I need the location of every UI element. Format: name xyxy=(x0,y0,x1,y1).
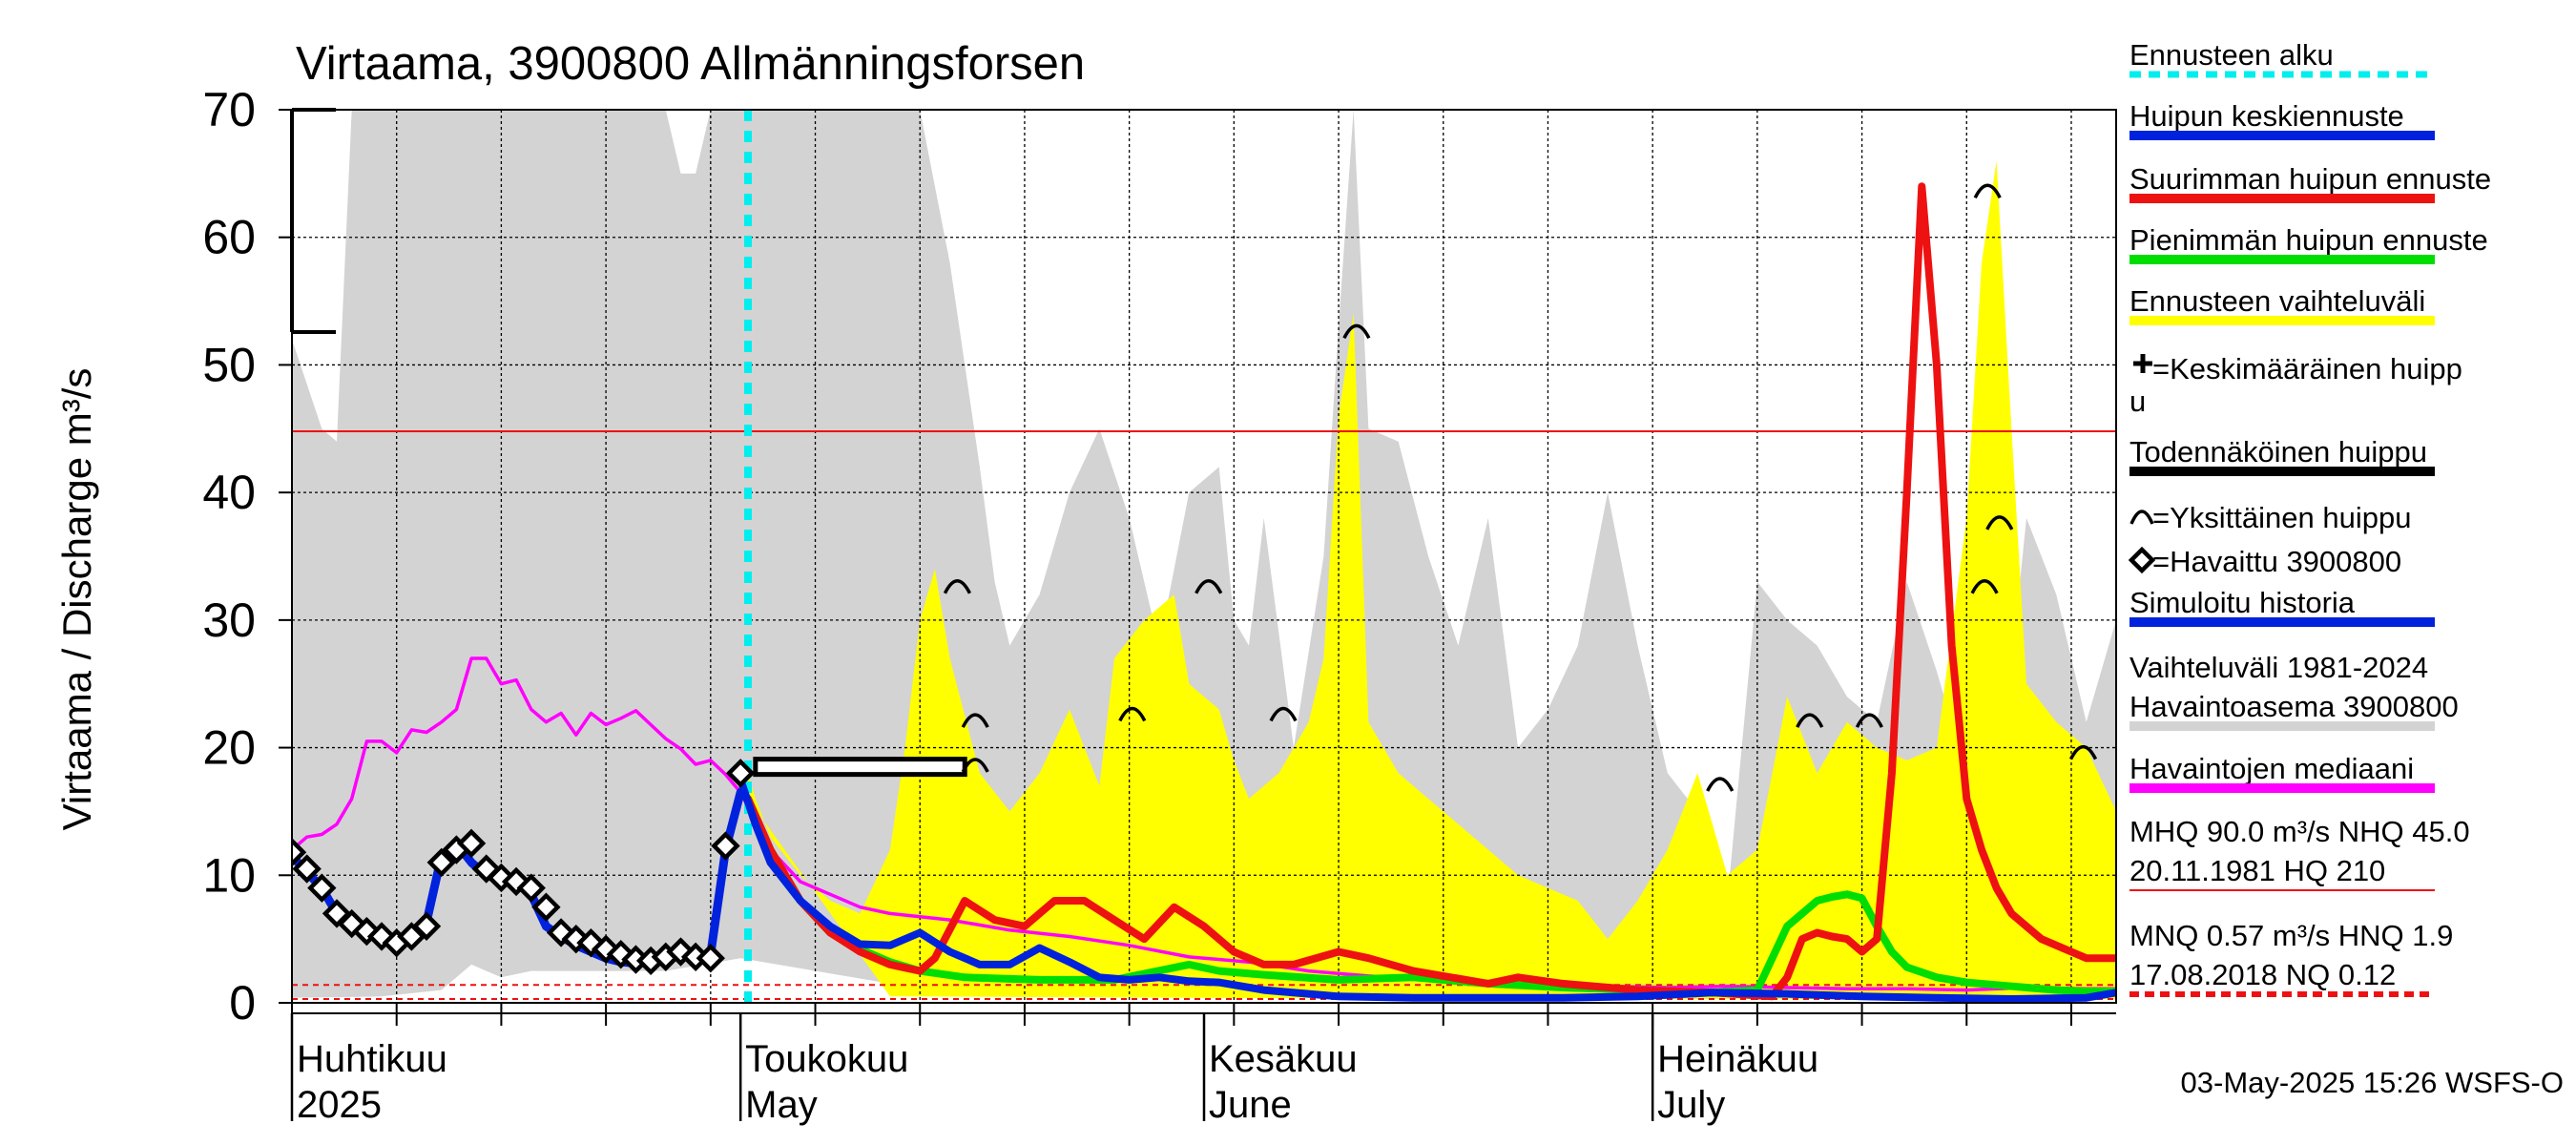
observed-marker xyxy=(456,828,487,859)
legend-item: =Havaittu 3900800 xyxy=(2128,545,2401,578)
observed-marker xyxy=(711,831,740,861)
legend-diamond-icon xyxy=(2128,546,2156,574)
legend-label: =Yksittäinen huippu xyxy=(2152,501,2411,534)
month-label: Toukokuu xyxy=(745,1038,908,1080)
legend-label: Pienimmän huipun ennuste xyxy=(2129,223,2488,257)
legend-label-2: u xyxy=(2129,385,2146,418)
legend: Ennusteen alku Huipun keskiennuste Suurimm… xyxy=(2128,38,2491,997)
probable-peak-bar xyxy=(753,757,967,778)
plot-frame xyxy=(291,109,2117,1004)
observed-marker xyxy=(307,873,337,903)
observed-marker xyxy=(725,759,756,788)
y-tick-label: 60 xyxy=(202,211,256,264)
single-peak-marker xyxy=(943,579,971,594)
single-peak-marker xyxy=(1973,183,2002,199)
legend-item: =Yksittäinen huippu xyxy=(2129,501,2411,534)
y-tick-label: 30 xyxy=(202,593,256,647)
single-peak-marker xyxy=(1195,579,1223,594)
legend-item: MHQ 90.0 m³/s NHQ 45.0 20.11.1981 HQ 210 xyxy=(2129,815,2470,891)
legend-item: Huipun keskiennuste xyxy=(2129,99,2435,140)
legend-label: Ennusteen vaihteluväli xyxy=(2129,284,2425,318)
legend-label: Ennusteen alku xyxy=(2129,38,2334,72)
single-peak-marker xyxy=(1706,777,1735,792)
chart-title: Virtaama, 3900800 Allmänningsforsen xyxy=(296,38,1085,90)
series-lines xyxy=(292,110,2116,1003)
y-tick-label: 70 xyxy=(202,83,256,136)
month-label: Heinäkuu xyxy=(1657,1038,1818,1080)
single-peak-marker xyxy=(1970,579,1999,594)
month-sublabel: June xyxy=(1209,1084,1292,1126)
footer-timestamp: 03-May-2025 15:26 WSFS-O xyxy=(2181,1066,2564,1099)
observed-marker xyxy=(531,892,561,922)
legend-item: Pienimmän huipun ennuste xyxy=(2129,223,2488,264)
peak-markers xyxy=(943,183,2098,792)
observed-marker xyxy=(696,944,726,973)
legend-label: MNQ 0.57 m³/s HNQ 1.9 xyxy=(2129,919,2453,952)
single-peak-marker xyxy=(961,758,989,773)
legend-item: Havaintojen mediaani xyxy=(2129,752,2435,793)
legend-item: Simuloitu historia xyxy=(2129,586,2435,627)
y-tick-label: 20 xyxy=(202,721,256,775)
single-peak-marker xyxy=(1118,706,1147,722)
variation-bands xyxy=(292,110,2116,999)
legend-item: Suurimman huipun ennuste xyxy=(2129,162,2491,203)
grid-lines xyxy=(292,110,2116,1003)
single-peak-marker xyxy=(1269,706,1298,722)
legend-item: Todennäköinen huippu xyxy=(2129,435,2435,476)
y-axis-label: Virtaama / Discharge m³/s xyxy=(54,368,99,831)
mean-peak-forecast-line xyxy=(737,776,2116,1003)
legend-label: Huipun keskiennuste xyxy=(2129,99,2404,133)
y-tick-label: 50 xyxy=(202,338,256,391)
legend-label: =Keskimääräinen huipp xyxy=(2152,352,2462,385)
single-peak-marker xyxy=(961,713,989,728)
observed-marker xyxy=(426,847,456,878)
legend-label: Simuloitu historia xyxy=(2129,586,2356,619)
forecast-range-band xyxy=(748,160,2116,999)
observed-marker xyxy=(411,911,442,941)
legend-item: Ennusteen alku xyxy=(2129,38,2435,78)
legend-arc-icon xyxy=(2129,510,2154,525)
legend-item: Vaihteluväli 1981-2024 Havaintoasema 390… xyxy=(2129,651,2459,731)
legend-label: Havaintojen mediaani xyxy=(2129,752,2414,785)
legend-label-2: Havaintoasema 3900800 xyxy=(2129,690,2459,723)
single-peak-marker xyxy=(1985,515,2014,531)
legend-label: Suurimman huipun ennuste xyxy=(2129,162,2491,196)
legend-label: Vaihteluväli 1981-2024 xyxy=(2129,651,2428,684)
observed-marker xyxy=(292,838,307,867)
legend-label: Todennäköinen huippu xyxy=(2129,435,2427,468)
legend-item: Ennusteen vaihteluväli xyxy=(2129,284,2435,325)
y-tick-label: 40 xyxy=(202,466,256,519)
month-label: Huhtikuu xyxy=(297,1038,447,1080)
legend-label-2: 17.08.2018 NQ 0.12 xyxy=(2129,958,2396,991)
legend-item: MNQ 0.57 m³/s HNQ 1.9 17.08.2018 NQ 0.12 xyxy=(2129,919,2453,997)
legend-label: MHQ 90.0 m³/s NHQ 45.0 xyxy=(2129,815,2470,848)
legend-label: =Havaittu 3900800 xyxy=(2152,545,2401,578)
observed-marker xyxy=(292,854,322,884)
observed-marker xyxy=(516,873,546,903)
single-peak-marker xyxy=(1342,323,1371,340)
single-peak-marker xyxy=(2068,744,2098,760)
single-peak-marker xyxy=(1796,713,1824,728)
month-sublabel: July xyxy=(1657,1084,1725,1126)
y-tick-label: 0 xyxy=(229,976,256,1030)
month-sublabel: May xyxy=(745,1084,818,1126)
max-peak-forecast-line xyxy=(744,182,2116,1001)
legend-label-2: 20.11.1981 HQ 210 xyxy=(2129,854,2385,887)
month-label: Kesäkuu xyxy=(1209,1038,1358,1080)
observed-marker xyxy=(471,854,501,884)
y-tick-label: 10 xyxy=(202,848,256,902)
legend-plus-icon xyxy=(2133,354,2152,373)
legend-item: =Keskimääräinen huippu xyxy=(2129,352,2462,418)
month-sublabel: 2025 xyxy=(297,1084,382,1126)
single-peak-marker xyxy=(1855,713,1883,728)
reference-lines xyxy=(292,429,2116,1000)
